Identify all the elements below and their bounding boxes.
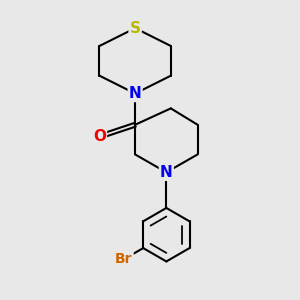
Text: S: S — [130, 21, 141, 36]
Text: O: O — [93, 129, 106, 144]
Text: N: N — [129, 86, 142, 101]
Text: N: N — [160, 165, 173, 180]
Text: Br: Br — [115, 252, 133, 266]
